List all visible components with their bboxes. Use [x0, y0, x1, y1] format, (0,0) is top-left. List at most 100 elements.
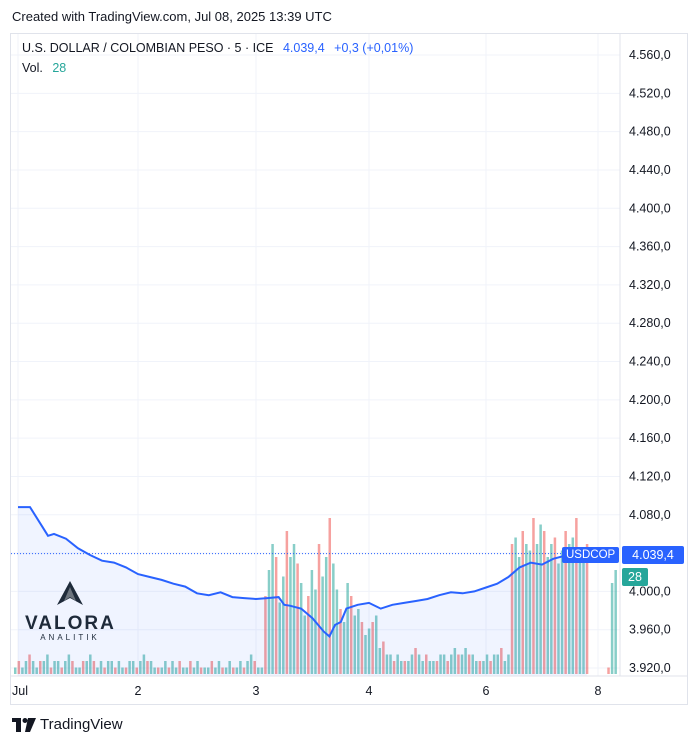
volume-bar	[206, 667, 210, 674]
volume-bar	[64, 661, 67, 674]
symbol-badge: USDCOP	[562, 547, 620, 563]
volume-bar	[103, 667, 106, 674]
volume-bar	[278, 602, 281, 674]
volume-bar	[346, 583, 349, 674]
volume-bar	[260, 667, 264, 674]
y-tick-label: 4.560,0	[629, 48, 671, 62]
volume-bar	[142, 654, 146, 674]
volume-bar	[164, 661, 167, 674]
volume-bar	[289, 557, 292, 674]
volume-bar	[489, 661, 492, 674]
volume-bar	[181, 667, 185, 674]
chart-legend: U.S. DOLLAR / COLOMBIAN PESO · 5 · ICE 4…	[22, 41, 413, 55]
volume-bar	[585, 544, 589, 674]
x-tick-label: Jul	[12, 684, 28, 698]
y-tick-label: 4.360,0	[629, 240, 671, 254]
legend-last-price: 4.039,4	[282, 41, 325, 55]
volume-bar	[53, 661, 56, 674]
volume-bar	[399, 661, 403, 674]
volume-bar	[450, 654, 453, 674]
volume-bar	[467, 654, 471, 674]
tradingview-logo-icon	[12, 717, 36, 732]
volume-bar	[203, 667, 206, 674]
volume-bar	[307, 596, 310, 674]
volume-bar	[453, 648, 457, 674]
volume-bar	[614, 570, 617, 674]
volume-bar	[139, 661, 142, 674]
volume-bar	[28, 654, 31, 674]
volume-bar	[457, 654, 460, 674]
volume-bar	[525, 544, 528, 674]
volume-bar	[78, 667, 81, 674]
volume-bar	[582, 550, 585, 674]
volume-bar	[282, 576, 285, 674]
volume-bar	[71, 661, 74, 674]
y-tick-label: 4.400,0	[629, 201, 671, 215]
volume-bar	[550, 544, 553, 674]
volume-bar	[517, 557, 521, 674]
volume-bar	[239, 661, 242, 674]
volume-bar	[539, 524, 542, 674]
volume-bar	[146, 661, 149, 674]
volume-bar	[435, 661, 439, 674]
volume-bar	[503, 661, 507, 674]
volume-bar	[267, 570, 271, 674]
volume-bar	[528, 550, 532, 674]
volume-bar	[196, 661, 199, 674]
volume-bar	[160, 667, 164, 674]
y-tick-label: 4.200,0	[629, 393, 671, 407]
volume-bar	[421, 661, 424, 674]
volume-bar	[510, 544, 514, 674]
y-tick-label: 4.440,0	[629, 163, 671, 177]
volume-bar	[274, 557, 278, 674]
volume-bar	[131, 661, 135, 674]
volume-bar	[324, 557, 328, 674]
x-tick-label: 6	[483, 684, 490, 698]
volume-bar	[482, 661, 485, 674]
volume-bar	[167, 667, 171, 674]
volume-bar	[253, 661, 256, 674]
volume-bar	[14, 667, 17, 674]
volume-bar	[446, 661, 449, 674]
volume-bar	[42, 661, 46, 674]
volume-bar	[464, 648, 467, 674]
volume-bar	[432, 661, 435, 674]
legend-change: +0,3 (+0,01%)	[334, 41, 414, 55]
volume-bar	[478, 661, 482, 674]
volume-bar	[317, 544, 321, 674]
volume-bar	[414, 648, 417, 674]
volume-bar	[46, 654, 49, 674]
volume-bar	[92, 661, 96, 674]
x-tick-label: 4	[366, 684, 373, 698]
volume-bar	[439, 654, 442, 674]
volume-bar	[56, 661, 60, 674]
volume-bar	[410, 654, 414, 674]
footer-brand[interactable]: TradingView	[40, 716, 123, 733]
volume-bar	[367, 628, 371, 674]
volume-bar	[189, 661, 192, 674]
volume-bar	[67, 654, 71, 674]
volume-bar	[171, 661, 174, 674]
volume-bar	[74, 667, 78, 674]
volume-badge: 28	[622, 568, 648, 586]
volume-bar	[264, 596, 267, 674]
volume-bar	[89, 654, 92, 674]
y-tick-label: 3.920,0	[629, 661, 671, 675]
volume-bar	[378, 648, 382, 674]
volume-bar	[210, 661, 214, 674]
volume-bar	[217, 661, 221, 674]
volume-bar	[382, 641, 385, 674]
volume-bar	[39, 661, 42, 674]
y-tick-label: 4.080,0	[629, 508, 671, 522]
volume-bar	[257, 667, 260, 674]
price-badge: 4.039,4	[622, 546, 684, 564]
volume-bar	[335, 589, 339, 674]
volume-bar	[81, 661, 85, 674]
volume-bar	[232, 667, 235, 674]
volume-bar	[514, 537, 517, 674]
volume-bar	[485, 654, 489, 674]
volume-bar	[96, 667, 99, 674]
volume-bar	[428, 661, 432, 674]
volume-bar	[500, 648, 503, 674]
